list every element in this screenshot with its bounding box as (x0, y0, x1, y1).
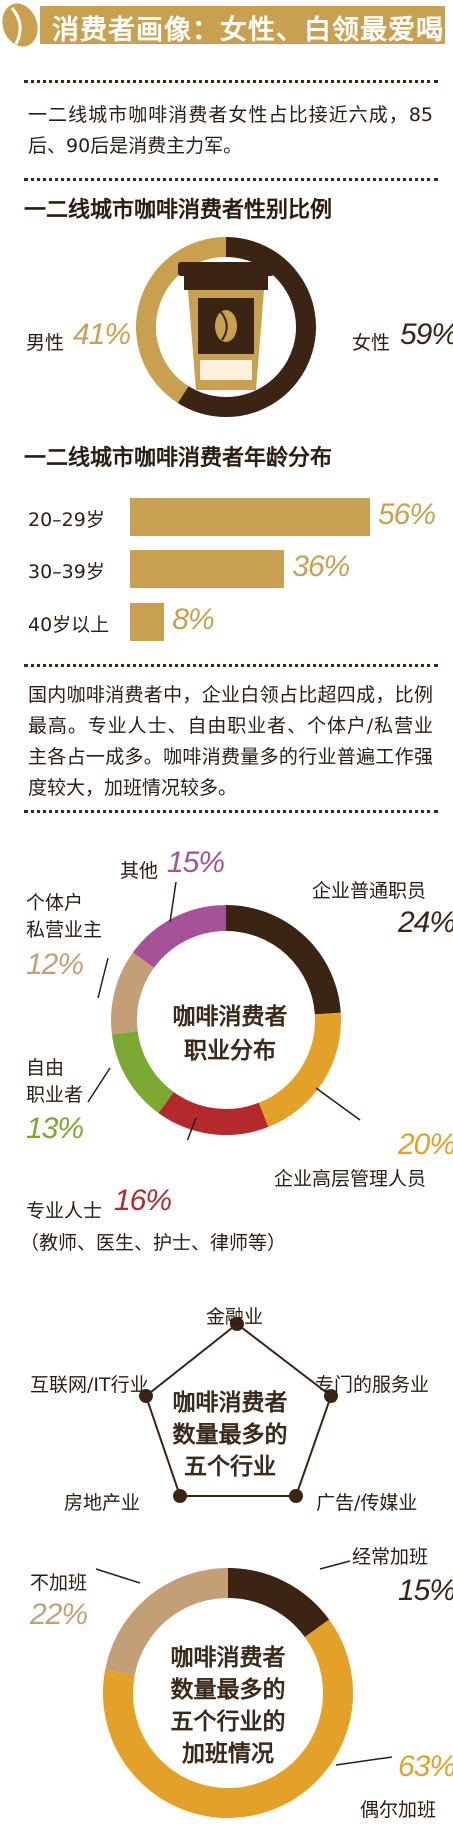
node-dot (289, 1489, 303, 1503)
industry-label: 广告/传媒业 (316, 1492, 418, 1514)
industry-label: 金融业 (206, 1306, 264, 1328)
header: 消费者画像：女性、白领最爱喝 (0, 0, 453, 50)
employee-label: 企业普通职员 (312, 880, 427, 902)
overtime-center-title: 咖啡消费者 数量最多的 五个行业的 加班情况 (148, 1642, 308, 1770)
industry-label: 房地产业 (64, 1492, 141, 1514)
divider (24, 664, 438, 667)
manager-label: 企业高层管理人员 (274, 1168, 427, 1190)
overtime-slice (227, 1568, 330, 1638)
age-label: 20–29岁 (28, 509, 105, 531)
center-line: 数量最多的 (170, 1677, 286, 1703)
leader-line (186, 1117, 197, 1140)
leader-line (97, 957, 109, 999)
page-title: 消费者画像：女性、白领最爱喝 (52, 15, 444, 46)
female-pct: 59% (400, 318, 453, 351)
center-line: 五个行业 (184, 1454, 276, 1480)
node-dot (139, 1389, 153, 1403)
center-line: 五个行业的 (170, 1709, 286, 1735)
often-label: 经常加班 (352, 1546, 429, 1568)
occupation-slice (132, 905, 227, 969)
occupation-slice (111, 952, 155, 1035)
header-bar (40, 6, 445, 44)
center-line: 咖啡消费者 (172, 1390, 288, 1416)
owner-pct: 12% (26, 948, 84, 981)
sometimes-pct: 63% (398, 1750, 453, 1783)
professional-pct: 16% (114, 1184, 172, 1217)
other-label: 其他 (120, 860, 159, 882)
age-bar (130, 498, 370, 536)
age-label: 30–39岁 (28, 561, 105, 583)
overtime-donut-chart (95, 1560, 393, 1818)
gender-donut-chart (136, 237, 316, 417)
coffee-cup-icon (178, 262, 274, 390)
gender-title: 一二线城市咖啡消费者性别比例 (24, 198, 333, 223)
male-pct: 41% (73, 318, 131, 351)
industry-label: 专门的服务业 (315, 1374, 430, 1396)
leader-line (319, 1560, 351, 1570)
leader-line (95, 1568, 141, 1584)
gender-slice (136, 237, 227, 403)
female-label: 女性 (352, 332, 391, 354)
none-label: 不加班 (30, 1572, 88, 1594)
center-line: 咖啡消费者 (172, 1004, 288, 1030)
age-pct: 56% (378, 498, 436, 531)
occupation-slice (258, 1012, 341, 1127)
owner-label: 个体户 (26, 892, 84, 914)
leader-line (169, 881, 177, 923)
center-line: 数量最多的 (172, 1422, 288, 1448)
often-pct: 15% (398, 1574, 453, 1607)
intro-text: 一二线城市咖啡消费者女性占比接近六成，85后、90后是消费主力军。 (28, 104, 433, 157)
age-pct: 8% (172, 603, 214, 636)
owner-label: 私营业主 (26, 919, 103, 941)
occupation-slice (225, 905, 341, 1015)
freelancer-label: 职业者 (26, 1084, 84, 1106)
none-pct: 22% (30, 1598, 88, 1631)
age-pct: 36% (292, 550, 350, 583)
divider (24, 178, 438, 181)
overtime-slice (103, 1619, 353, 1818)
center-line: 职业分布 (184, 1038, 276, 1064)
occupation-slice (158, 1091, 269, 1135)
occupation-text: 国内咖啡消费者中，企业白领占比超四成，比例最高。专业人士、自由职业者、个体户/私… (28, 684, 433, 799)
age-label: 40岁以上 (28, 614, 110, 636)
node-dot (324, 1389, 338, 1403)
occupation-center-title: 咖啡消费者 职业分布 (150, 1000, 310, 1068)
node-dot (173, 1489, 187, 1503)
age-bar (130, 603, 165, 641)
occupation-slice (111, 1030, 175, 1114)
employee-pct: 24% (398, 906, 453, 939)
sometimes-label: 偶尔加班 (360, 1799, 437, 1821)
coffee-bean-icon (2, 3, 38, 47)
gender-slice (177, 237, 316, 417)
male-label: 男性 (26, 332, 65, 354)
industries-pentagon (139, 1317, 338, 1503)
age-bar (130, 550, 285, 588)
leader-line (315, 1087, 361, 1121)
leader-line (87, 1067, 111, 1103)
node-dot (230, 1317, 244, 1331)
overtime-slice (105, 1568, 229, 1676)
pentagon-outline (144, 1322, 333, 1497)
leader-line (335, 1756, 393, 1766)
freelancer-label: 自由 (26, 1057, 65, 1079)
center-line: 咖啡消费者 (170, 1645, 286, 1671)
divider (24, 80, 438, 83)
other-pct: 15% (167, 846, 225, 879)
professional-note: （教师、医生、护士、律师等） (20, 1232, 287, 1254)
occupation-donut-chart (87, 881, 361, 1140)
freelancer-pct: 13% (26, 1112, 84, 1145)
center-line: 加班情况 (182, 1741, 274, 1767)
professional-label: 专业人士 (26, 1200, 103, 1222)
industry-label: 互联网/IT行业 (30, 1374, 149, 1396)
industries-center-title: 咖啡消费者 数量最多的 五个行业 (150, 1387, 310, 1483)
divider (24, 810, 438, 813)
manager-pct: 20% (398, 1128, 453, 1161)
age-title: 一二线城市咖啡消费者年龄分布 (24, 446, 333, 471)
